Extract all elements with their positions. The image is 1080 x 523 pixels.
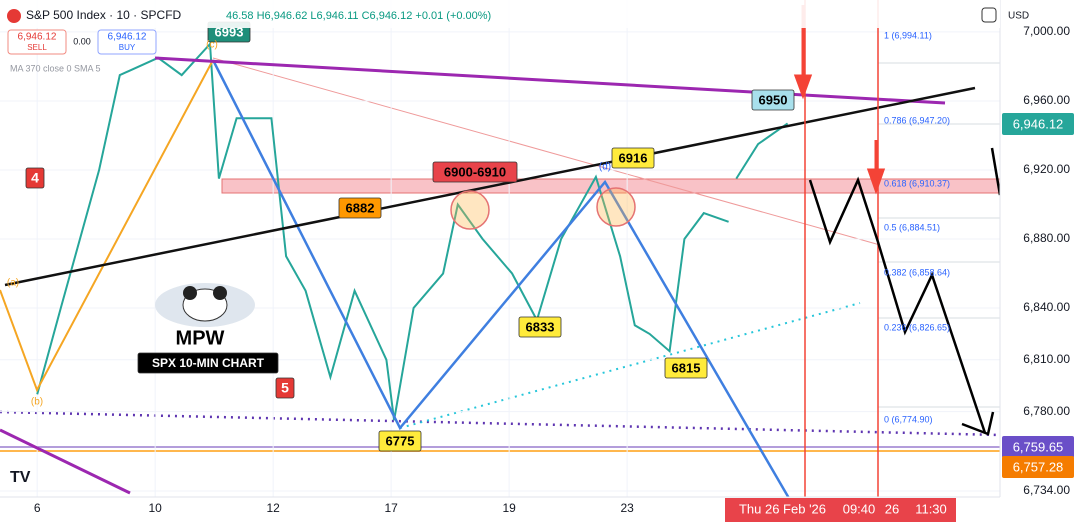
spread: 0.00 [73,36,91,46]
annotation: (a) [7,278,19,289]
y-tick-label: 6,960.00 [1023,93,1070,107]
dotted-trend [399,302,861,429]
symbol-logo [7,9,21,23]
annotation: 6815 [672,360,701,375]
toolbar-button[interactable] [981,7,997,23]
x-tick-label: 6 [34,501,41,515]
x-tick-label: 12 [266,501,280,515]
time-tag [878,498,906,522]
highlight-circle [596,187,636,227]
y-tick-label: 6,734.00 [1023,483,1070,497]
currency[interactable]: USD [1008,11,1029,22]
sell-label[interactable]: SELL [27,43,47,52]
time-tag-label: Thu 26 Feb '26 [739,501,826,516]
annotations: 1 (6,994.11) 0.786 (6,947.20) 0.618 (6,910… [7,21,950,452]
forecast-path [990,147,1002,196]
annotation: 6916 [619,150,648,165]
time-tag [840,498,878,522]
time-tag [906,498,956,522]
time-tag-label: 26 [885,501,899,516]
price-tag-label: 6,946.12 [1013,116,1064,131]
highlight-circle [450,190,490,230]
price-tag-label: 6,757.28 [1013,459,1064,474]
y-tick-label: 6,880.00 [1023,231,1070,245]
y-tick-label: 6,840.00 [1023,300,1070,314]
trend-line [212,57,881,246]
annotation: 6993 [215,24,244,39]
fib-label: 0.5 (6,884.51) [884,222,940,232]
price-layer [0,0,1000,497]
wave-line [0,59,214,393]
axis-labels: 7,000.00 6,960.00 6,920.00 6,880.00 6,840.00… [34,24,1074,522]
buy-button[interactable] [97,29,157,55]
sell-price[interactable]: 6,946.12 [18,32,57,43]
annotation-box [664,357,708,379]
down-arrow [793,5,886,195]
x-tick-label: 23 [620,501,634,515]
x-tick-label: 17 [384,501,398,515]
indicator-legend: MA 370 close 0 SMA 5 [10,63,101,73]
y-tick-label: 7,000.00 [1023,24,1070,38]
dotted-support [0,410,1001,437]
fib-label: 0.618 (6,910.37) [884,178,950,188]
x-tick-label: 10 [148,501,162,515]
annotation: 6950 [759,92,788,107]
price-line [36,41,789,421]
annotation-box [25,167,45,189]
forecast-arrow [961,411,995,436]
trend-line [4,86,976,287]
y-tick-label: 6,810.00 [1023,352,1070,366]
annotation: MPW [176,327,225,349]
buy-label[interactable]: BUY [119,43,136,52]
annotation-box [137,352,279,374]
price-tag [1002,436,1074,458]
fib-label: 0 (6,774.90) [884,414,933,424]
y-tick-label: 6,920.00 [1023,162,1070,176]
price-tag [1002,456,1074,478]
annotation-box [275,377,295,399]
annotation: 6833 [526,319,555,334]
trend-line [154,56,946,105]
trend-line [0,428,131,495]
price-axis [1000,0,1080,523]
time-tag-label: 09:40 [843,501,876,516]
fib-label: 0.786 (6,947.20) [884,115,950,125]
annotation: 6882 [346,200,375,215]
annotation: (b) [31,397,43,408]
header [0,0,1000,28]
annotation-box [432,161,518,183]
price-tag [1002,113,1074,135]
symbol-title: S&P 500 Index · 10 · SPCFD [26,8,182,22]
y-tick-label: 6,780.00 [1023,404,1070,418]
tv-logo: TV [10,469,31,486]
annotation: 6775 [386,433,415,448]
annotation-box [751,89,795,111]
forecast-path [808,176,987,434]
logo [183,286,197,300]
sell-button[interactable] [7,29,67,55]
annotation: (c) [206,40,218,51]
time-tag [725,498,840,522]
fib-lines [878,62,1000,408]
annotation-box [518,316,562,338]
annotation-box [378,430,422,452]
fib-label: 1 (6,994.11) [884,30,932,40]
x-tick-label: 19 [502,501,516,515]
logo [213,286,227,300]
annotation: (d) [599,162,611,173]
fib-label: 0.382 (6,858.64) [884,267,950,277]
ohlc: 46.58 H6,946.62 L6,946.11 C6,946.12 +0.0… [226,10,491,22]
fib-label: 0.236 (6,826.65) [884,322,950,332]
buy-price[interactable]: 6,946.12 [108,32,147,43]
annotation: 6900-6910 [444,164,506,179]
annotation: SPX 10-MIN CHART [152,356,265,370]
price-tag-label: 6,759.65 [1013,439,1064,454]
wave-line [211,59,792,501]
annotation: 5 [281,380,289,396]
time-tag-label: 11:30 [915,501,947,516]
annotation-box [338,197,382,219]
annotation-box [611,147,655,169]
annotation: 4 [31,170,39,186]
